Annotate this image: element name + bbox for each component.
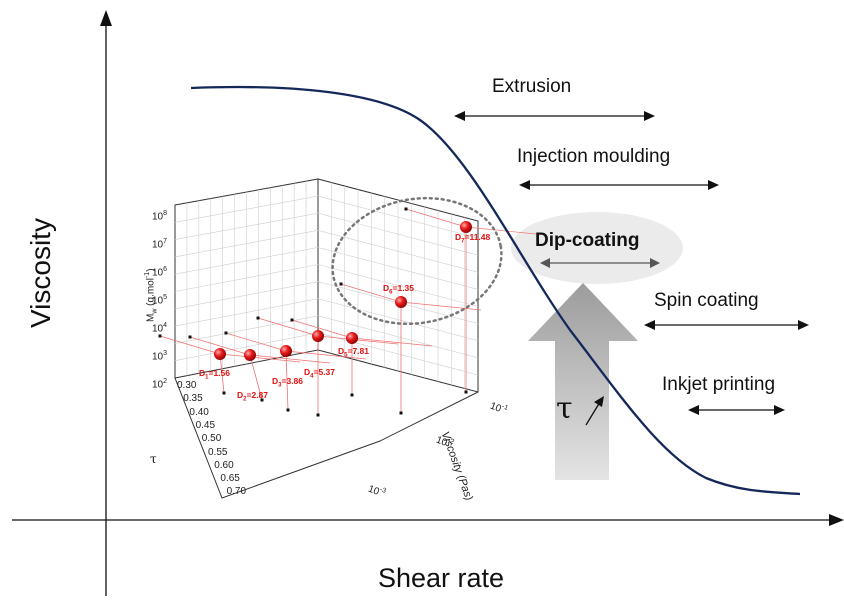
inset-point-label: D1=1.56 [199,368,230,381]
inset-floor-marker [317,414,320,417]
y-axis-arrowhead [100,10,112,26]
inset-data-point [280,345,292,357]
inset-floor-marker [223,392,226,395]
inset-tau-tick: 0.40 [189,407,208,418]
inset-wall-marker [225,332,228,335]
injection-arrow [519,180,719,190]
inset-point-label: D7=11.48 [455,232,490,245]
inset-mw-tick: 106 [152,266,167,278]
injection-moulding-label: Injection moulding [517,146,670,168]
inset-mw-tick: 108 [152,210,167,222]
inset-tau-axis-label: τ [150,452,157,466]
inset-wall-marker [340,283,343,286]
inset-floor-marker [351,394,354,397]
inset-tau-tick: 0.65 [220,473,239,484]
extrusion-label: Extrusion [492,76,571,98]
x-axis-arrowhead [829,514,844,526]
inset-tau-tick: 0.55 [208,447,227,458]
inset-tau-tick: 0.45 [196,420,215,431]
inset-tau-tick: 0.60 [214,460,233,471]
extrusion-arrow [454,111,655,121]
inset-point-label: D4=5.37 [304,367,335,380]
inset-wall-marker [257,317,260,320]
inkjet-printing-label: Inkjet printing [662,374,775,396]
inset-mw-tick: 107 [152,238,167,250]
inset-data-point [214,348,226,360]
inset-floor-marker [400,412,403,415]
x-axis-title: Shear rate [378,563,504,594]
inset-data-point [244,349,256,361]
inset-wall-marker [291,319,294,322]
inset-point-label: D2=2.87 [237,390,268,403]
inset-floor-marker [287,409,290,412]
inset-floor-marker [465,391,468,394]
dip-coating-label: Dip-coating [535,230,640,252]
inset-mw-tick: 103 [152,350,167,362]
inset-mw-tick: 102 [152,378,167,390]
y-axis-title: Viscosity [25,218,57,328]
inset-wall-marker [159,335,162,338]
inset-mw-tick: 105 [152,294,167,306]
inset-data-point [346,332,358,344]
inset-point-label: D5=7.81 [338,346,369,359]
spin-coating-arrow [644,320,809,330]
inset-mw-tick: 104 [152,322,167,334]
tau-arrow [528,283,638,480]
inset-point-label: D6=1.35 [383,283,414,296]
spin-coating-label: Spin coating [654,290,759,312]
tau-symbol: τ [556,391,573,426]
inset-tau-tick: 0.30 [177,380,196,391]
inset-point-label: D3=3.86 [272,376,303,389]
inset-wall-marker [189,336,192,339]
inset-data-point [312,330,324,342]
inset-tau-tick: 0.35 [183,393,202,404]
inset-tau-tick: 0.50 [202,433,221,444]
inset-wall-marker [405,208,408,211]
inset-tau-tick: 0.70 [227,486,246,497]
inset-data-point [395,296,407,308]
inkjet-arrow [688,405,785,415]
